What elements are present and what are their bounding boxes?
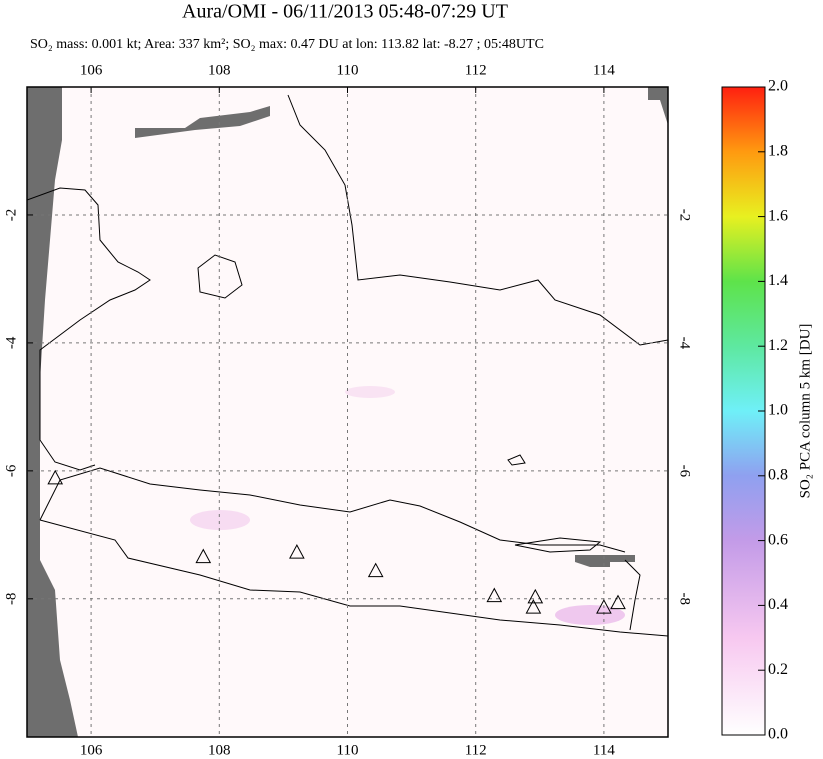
x-tick-label: 106 (80, 742, 103, 758)
colorbar-tick-label: 1.8 (768, 142, 788, 159)
colorbar-tick-label: 0.0 (768, 726, 788, 743)
volcano-marker (596, 599, 612, 614)
colorbar-tick-label: 0.6 (768, 531, 788, 548)
volcano-marker (610, 594, 626, 610)
y-tick-label: -2 (3, 209, 19, 222)
x-tick-label: 110 (337, 62, 359, 78)
colorbar-tick-label: 0.2 (768, 661, 788, 678)
y-tick-label: -6 (677, 465, 693, 478)
y-tick-label: -4 (677, 337, 693, 350)
y-tick-label: -2 (677, 209, 693, 222)
x-tick-label: 106 (80, 62, 103, 78)
x-tick-label: 114 (593, 742, 615, 758)
y-tick-label: -4 (3, 336, 19, 349)
y-tick-label: -8 (3, 593, 19, 606)
x-tick-label: 112 (465, 742, 487, 758)
colorbar-tick-label: 2.0 (768, 78, 788, 95)
chart-title: Aura/OMI - 06/11/2013 05:48-07:29 UT (182, 1, 508, 23)
colorbar-tick-label: 1.2 (768, 337, 788, 354)
colorbar-tick-label: 0.4 (768, 596, 788, 613)
volcano-marker (367, 562, 384, 578)
x-tick-label: 108 (208, 742, 231, 758)
x-tick-label: 108 (208, 62, 231, 78)
colorbar-tick-label: 1.0 (768, 402, 788, 419)
y-tick-label: -6 (3, 464, 19, 477)
volcano-marker (47, 469, 64, 485)
volcano-marker (525, 599, 542, 614)
volcano-marker (195, 548, 212, 564)
colorbar-label: SO₂ PCA column 5 km [DU] (797, 324, 813, 499)
y-tick-label: -8 (677, 593, 693, 606)
colorbar-tick-label: 0.8 (768, 466, 788, 483)
chart-subtitle: SO₂ mass: 0.001 kt; Area: 337 km²; SO₂ m… (30, 37, 544, 52)
x-tick-label: 114 (593, 62, 615, 78)
x-tick-label: 110 (337, 742, 359, 758)
colorbar-tick-label: 1.6 (768, 207, 788, 224)
x-tick-label: 112 (465, 62, 487, 78)
volcano-marker (289, 544, 305, 559)
volcano-marker (486, 587, 503, 603)
colorbar-tick-label: 1.4 (768, 272, 788, 289)
